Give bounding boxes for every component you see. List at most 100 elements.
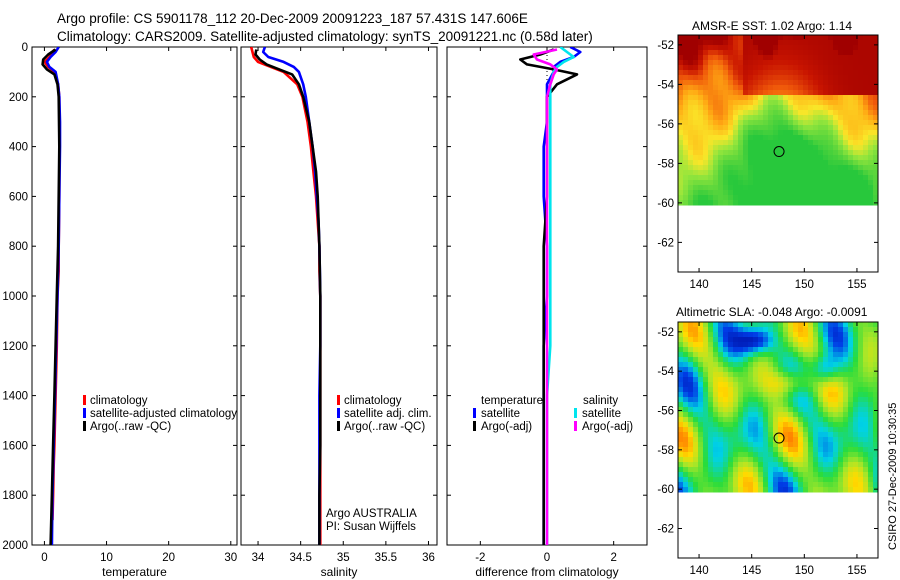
map-cell — [773, 70, 779, 76]
map-cell — [858, 452, 864, 458]
map-cell — [678, 477, 684, 483]
map-cell — [838, 397, 844, 403]
map-cell — [688, 65, 694, 71]
map-cell — [723, 195, 729, 201]
map-cell — [728, 442, 734, 448]
map-cell — [818, 457, 824, 463]
map-cell — [743, 437, 749, 443]
map-cell — [723, 337, 729, 343]
legend-label: Argo(..raw -QC) — [344, 421, 425, 433]
map-cell — [843, 397, 849, 403]
map-cell — [728, 397, 734, 403]
map-cell — [788, 60, 794, 66]
map-cell — [688, 130, 694, 136]
map-cell — [743, 180, 749, 186]
map-cell — [778, 135, 784, 141]
map-cell — [688, 140, 694, 146]
map-cell — [813, 442, 819, 448]
map-cell — [823, 35, 829, 41]
map-cell — [688, 190, 694, 196]
map-cell — [853, 367, 859, 373]
map-cell — [873, 487, 879, 493]
map-cell — [813, 135, 819, 141]
map-cell — [768, 200, 774, 206]
map-cell — [718, 85, 724, 91]
map-cell — [688, 90, 694, 96]
map-cell — [693, 417, 699, 423]
map-cell — [783, 190, 789, 196]
map-cell — [838, 482, 844, 488]
map-cell — [788, 200, 794, 206]
map-cell — [763, 482, 769, 488]
map-cell — [778, 55, 784, 61]
map-cell — [813, 60, 819, 66]
map-cell — [838, 342, 844, 348]
map-cell — [768, 452, 774, 458]
map-cell — [723, 150, 729, 156]
map-cell — [828, 100, 834, 106]
map-cell — [778, 382, 784, 388]
map-cell — [758, 462, 764, 468]
map-cell — [728, 90, 734, 96]
map-cell — [683, 95, 689, 101]
map-cell — [838, 195, 844, 201]
map-cell — [763, 442, 769, 448]
map-cell — [848, 392, 854, 398]
map-cell — [803, 467, 809, 473]
map-cell — [828, 85, 834, 91]
map-cell — [828, 327, 834, 333]
map-cell — [738, 482, 744, 488]
map-cell — [773, 45, 779, 51]
map-cell — [768, 467, 774, 473]
map-cell — [703, 110, 709, 116]
map-cell — [848, 120, 854, 126]
map-cell — [838, 175, 844, 181]
map-cell — [788, 322, 794, 328]
map-cell — [693, 437, 699, 443]
map-cell — [733, 195, 739, 201]
map-cell — [793, 135, 799, 141]
map-cell — [748, 75, 754, 81]
map-cell — [683, 45, 689, 51]
map-cell — [748, 447, 754, 453]
map-cell — [738, 190, 744, 196]
map-cell — [843, 55, 849, 61]
map-cell — [823, 482, 829, 488]
map-cell — [733, 327, 739, 333]
map-cell — [703, 145, 709, 151]
map-cell — [788, 407, 794, 413]
map-cell — [833, 70, 839, 76]
map-cell — [838, 387, 844, 393]
map-cell — [743, 100, 749, 106]
map-cell — [718, 120, 724, 126]
map-cell — [728, 40, 734, 46]
map-cell — [813, 45, 819, 51]
map-cell — [833, 487, 839, 493]
map-cell — [828, 372, 834, 378]
map-cell — [823, 427, 829, 433]
map-cell — [808, 437, 814, 443]
map-cell — [823, 120, 829, 126]
map-cell — [793, 185, 799, 191]
map-cell — [803, 482, 809, 488]
map-cell — [733, 412, 739, 418]
map-cell — [698, 322, 704, 328]
map-cell — [858, 135, 864, 141]
map-cell — [688, 362, 694, 368]
map-cell — [723, 427, 729, 433]
map-cell — [858, 35, 864, 41]
map-cell — [688, 120, 694, 126]
map-cell — [703, 80, 709, 86]
map-cell — [748, 40, 754, 46]
map-cell — [853, 467, 859, 473]
map-cell — [683, 332, 689, 338]
map-cell — [808, 447, 814, 453]
map-cell — [813, 95, 819, 101]
map-cell — [808, 322, 814, 328]
map-cell — [773, 60, 779, 66]
map-cell — [793, 472, 799, 478]
map-cell — [823, 402, 829, 408]
map-cell — [798, 95, 804, 101]
map-cell — [803, 322, 809, 328]
map-cell — [818, 402, 824, 408]
